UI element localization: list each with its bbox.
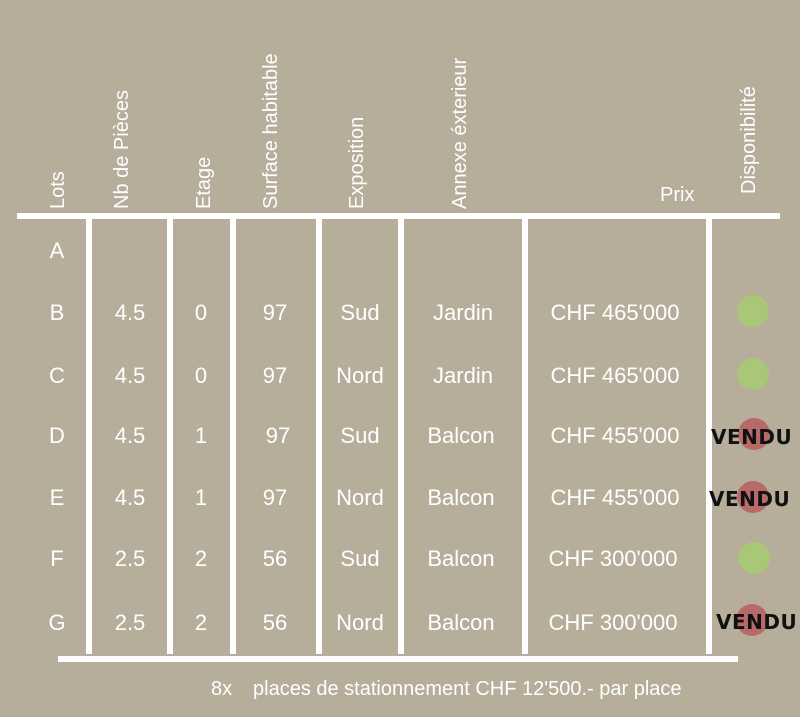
cell-etage: 0: [194, 300, 208, 325]
cell-etage: 1: [194, 423, 208, 448]
cell-annexe: Jardin: [433, 300, 493, 325]
header-divider: [17, 213, 780, 219]
cell-etage: 1: [194, 485, 208, 510]
column-divider: [230, 218, 236, 654]
cell-annexe: Jardin: [433, 363, 493, 388]
cell-annexe: Balcon: [427, 610, 495, 635]
cell-etage: 2: [194, 546, 208, 571]
cell-prix: CHF 455'000: [550, 485, 680, 510]
cell-surface: 56: [262, 546, 288, 571]
cell-annexe: Balcon: [427, 423, 495, 448]
column-divider: [398, 218, 404, 654]
availability-dot: [738, 542, 770, 574]
cell-surface: 56: [262, 610, 288, 635]
header-lots: Lots: [47, 171, 69, 209]
cell-pieces: 2.5: [114, 546, 146, 571]
sold-label: VENDU: [716, 610, 798, 634]
cell-etage: 2: [194, 610, 208, 635]
cell-annexe: Balcon: [427, 546, 495, 571]
cell-exposition: Sud: [340, 300, 380, 325]
cell-exposition: Nord: [336, 610, 384, 635]
availability-dot: [737, 295, 769, 327]
cell-pieces: 4.5: [114, 423, 146, 448]
column-divider: [522, 218, 528, 654]
cell-prix: CHF 455'000: [550, 423, 680, 448]
sold-label: VENDU: [711, 425, 793, 449]
header-exposition: Exposition: [346, 116, 368, 209]
cell-prix: CHF 465'000: [550, 363, 680, 388]
footer-divider: [58, 656, 738, 662]
header-prix: Prix: [660, 184, 695, 206]
availability-dot: [736, 604, 768, 636]
column-divider: [706, 218, 712, 654]
cell-exposition: Sud: [340, 546, 380, 571]
cell-lot: B: [49, 300, 65, 325]
header-etage: Etage: [193, 156, 215, 209]
cell-etage: 0: [194, 363, 208, 388]
column-divider: [86, 218, 92, 654]
header-annexe: Annexe éxterieur: [449, 57, 471, 209]
cell-lot: A: [49, 238, 65, 263]
header-disponibilite: Disponibilité: [738, 86, 760, 194]
header-surface: Surface habitable: [260, 53, 282, 209]
cell-pieces: 4.5: [114, 485, 146, 510]
parking-text: places de stationnement CHF 12'500.- par…: [253, 678, 682, 700]
cell-lot: E: [49, 485, 65, 510]
cell-surface: 97: [262, 485, 288, 510]
cell-exposition: Sud: [340, 423, 380, 448]
cell-surface: 97: [265, 423, 291, 448]
parking-quantity: 8x: [211, 678, 233, 700]
column-divider: [167, 218, 173, 654]
cell-lot: D: [49, 423, 65, 448]
cell-annexe: Balcon: [427, 485, 495, 510]
sold-label: VENDU: [709, 487, 791, 511]
cell-surface: 97: [262, 300, 288, 325]
cell-prix: CHF 465'000: [550, 300, 680, 325]
cell-exposition: Nord: [336, 363, 384, 388]
cell-surface: 97: [262, 363, 288, 388]
availability-dot: [737, 481, 769, 513]
column-divider: [316, 218, 322, 654]
cell-pieces: 4.5: [114, 363, 146, 388]
cell-pieces: 2.5: [114, 610, 146, 635]
header-pieces: Nb de Pièces: [111, 90, 133, 209]
cell-lot: C: [49, 363, 65, 388]
cell-exposition: Nord: [336, 485, 384, 510]
availability-dot: [737, 358, 769, 390]
cell-prix: CHF 300'000: [548, 546, 678, 571]
cell-lot: G: [48, 610, 66, 635]
cell-pieces: 4.5: [114, 300, 146, 325]
cell-prix: CHF 300'000: [548, 610, 678, 635]
cell-lot: F: [50, 546, 64, 571]
availability-dot: [738, 418, 770, 450]
